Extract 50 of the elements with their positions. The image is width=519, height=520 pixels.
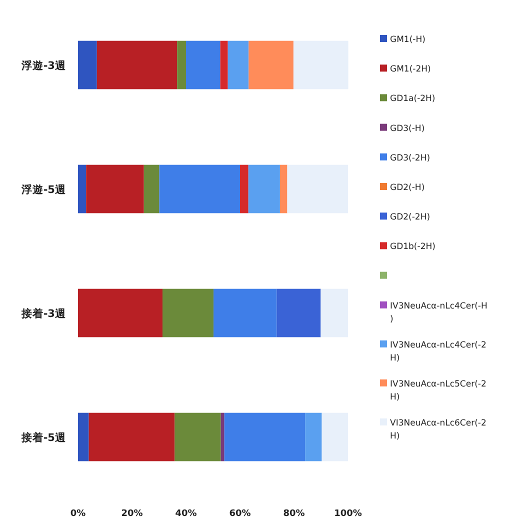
bar bbox=[144, 164, 160, 214]
legend-label: GD3(-2H) bbox=[390, 153, 430, 164]
bar bbox=[220, 40, 228, 90]
bar bbox=[287, 164, 348, 214]
bar bbox=[159, 164, 240, 214]
legend-label: VI3NeuAcα-nLc6Cer(-2H) bbox=[390, 418, 486, 442]
bar bbox=[86, 164, 144, 214]
legend-label: GD3(-H) bbox=[390, 124, 425, 134]
x-tick-label: 80% bbox=[283, 509, 305, 519]
legend-label: GD2(-2H) bbox=[390, 212, 430, 223]
bar bbox=[78, 164, 86, 214]
bar bbox=[96, 40, 178, 90]
bar bbox=[78, 288, 163, 338]
x-tick-label: 60% bbox=[229, 509, 251, 519]
bar bbox=[220, 412, 224, 462]
bar bbox=[280, 164, 288, 214]
bar bbox=[320, 288, 348, 338]
y-tick-label: 接着-3週 bbox=[20, 307, 67, 320]
bar bbox=[240, 164, 248, 214]
bar bbox=[88, 412, 175, 462]
bar bbox=[228, 40, 249, 90]
x-tick-label: 100% bbox=[334, 509, 362, 519]
y-tick-label: 浮遊-3週 bbox=[20, 59, 67, 72]
bar bbox=[78, 412, 89, 462]
bar bbox=[322, 412, 348, 462]
legend-label: IV3NeuAcα-nLc4Cer(-H) bbox=[390, 301, 488, 324]
legend-label: GM1(-H) bbox=[390, 35, 426, 45]
x-tick-label: 20% bbox=[121, 509, 143, 519]
bar bbox=[78, 40, 97, 90]
legend-label: IV3NeuAcα-nLc5Cer(-2H) bbox=[390, 379, 486, 402]
legend-label: GD1a(-2H) bbox=[390, 94, 436, 104]
bar bbox=[248, 164, 280, 214]
bar bbox=[177, 40, 186, 90]
bar bbox=[293, 40, 348, 90]
bar bbox=[214, 288, 277, 338]
bar bbox=[162, 288, 214, 338]
bar bbox=[186, 40, 220, 90]
legend-label: GM1(-2H) bbox=[390, 64, 431, 75]
y-tick-label: 接着-5週 bbox=[20, 431, 67, 444]
legend-label: IV3NeuAcα-nLc4Cer(-2H) bbox=[390, 340, 486, 364]
legend-label: GD1b(-2H) bbox=[390, 242, 436, 252]
x-tick-label: 0% bbox=[70, 509, 86, 519]
bar bbox=[276, 288, 321, 338]
legend-label: GD2(-H) bbox=[390, 183, 425, 193]
x-tick-label: 40% bbox=[175, 509, 197, 519]
y-tick-label: 浮遊-5週 bbox=[20, 183, 67, 196]
bar bbox=[248, 40, 294, 90]
bar bbox=[174, 412, 221, 462]
bar bbox=[224, 412, 306, 462]
bar bbox=[305, 412, 322, 462]
